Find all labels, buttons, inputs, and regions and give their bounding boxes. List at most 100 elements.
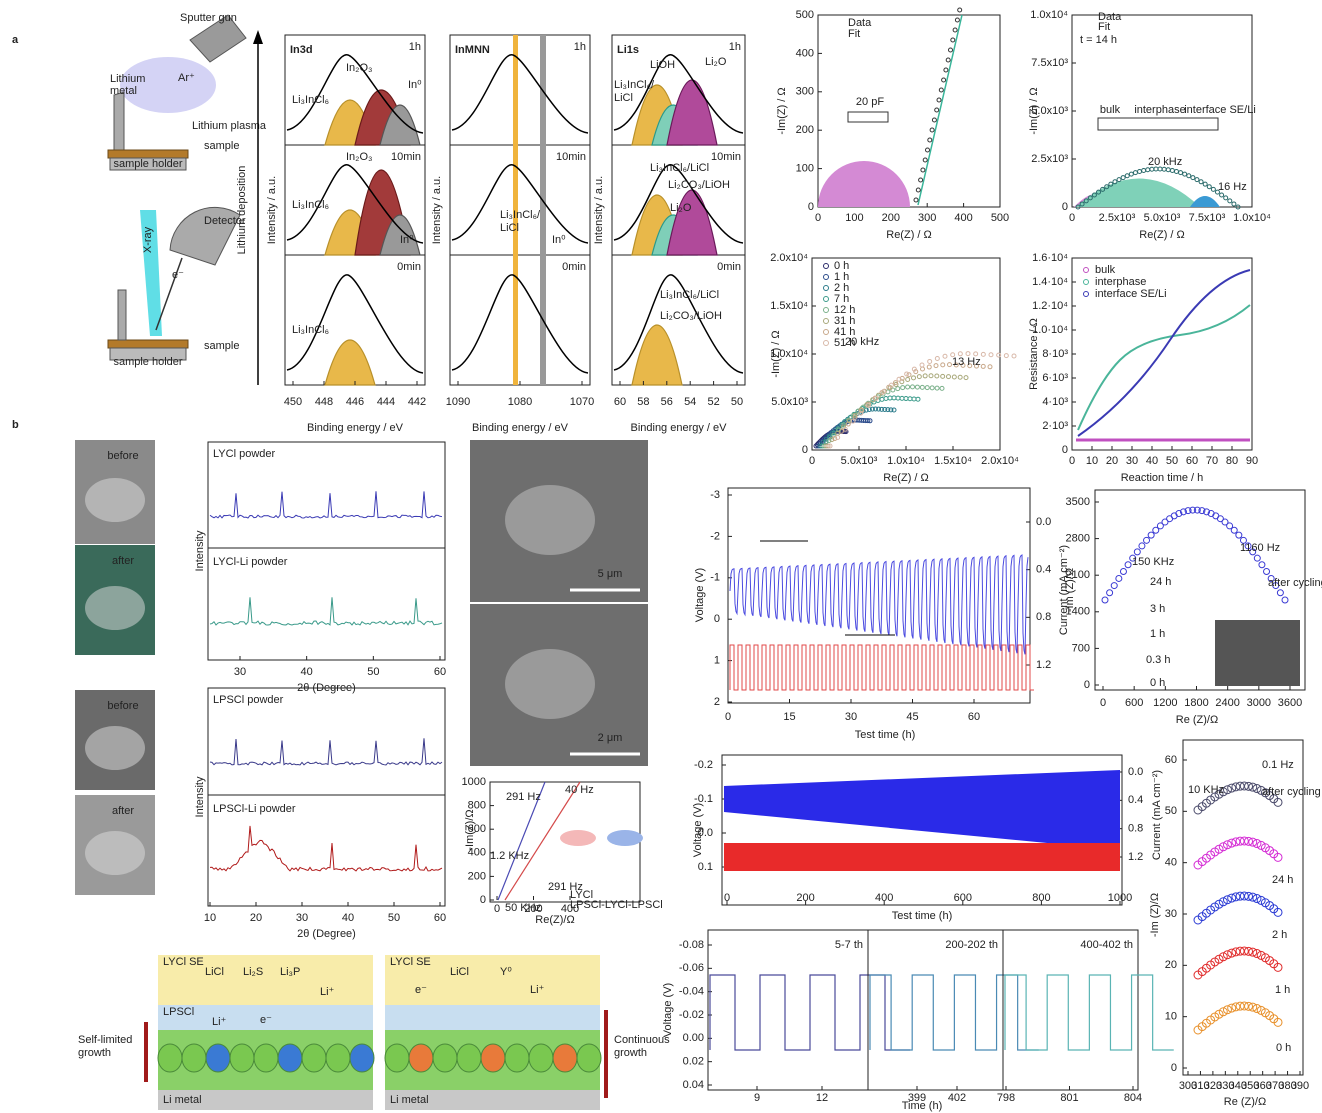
legend-marker bbox=[1084, 280, 1089, 285]
point bbox=[1277, 590, 1283, 596]
y-tick-label: 7.5x10³ bbox=[1031, 57, 1068, 69]
axis-title: 2θ (Degree) bbox=[297, 928, 356, 940]
grain bbox=[577, 1044, 601, 1072]
x-tick-label: 0 bbox=[1069, 212, 1075, 224]
y-tick-label: 2.0x10⁴ bbox=[770, 252, 808, 264]
x-tick-label: 30 bbox=[234, 666, 246, 678]
label: 1 h bbox=[1150, 628, 1165, 640]
y-tick-label: -0.02 bbox=[679, 1009, 704, 1021]
label: Sputter gun bbox=[180, 12, 237, 24]
point bbox=[1199, 180, 1203, 184]
label: 0 h bbox=[1276, 1042, 1291, 1054]
current-band bbox=[724, 843, 1120, 871]
x-tick-label: 0 bbox=[494, 903, 500, 915]
label: Li₃InCl₆ bbox=[292, 199, 329, 211]
point bbox=[935, 357, 939, 361]
x-tick-label: 0 bbox=[809, 455, 815, 467]
y-tick-label: 0.4 bbox=[1128, 794, 1143, 806]
x-tick-label: 40 bbox=[342, 912, 354, 924]
voltage bbox=[1005, 975, 1174, 1050]
pattern bbox=[210, 491, 442, 518]
point bbox=[951, 38, 955, 42]
panel-title: InMNN bbox=[455, 44, 490, 56]
point bbox=[942, 78, 946, 82]
y-tick-label: 6·10³ bbox=[1042, 372, 1068, 384]
x-tick-label: 30 bbox=[1126, 455, 1138, 467]
label: Voltage (V) bbox=[662, 983, 674, 1037]
legend-marker bbox=[824, 264, 829, 269]
x-tick-label: 1070 bbox=[570, 396, 594, 408]
label: 0.3 h bbox=[1146, 654, 1170, 666]
point bbox=[908, 397, 912, 401]
point bbox=[1228, 199, 1232, 203]
x-tick-label: 50 bbox=[731, 396, 743, 408]
y-tick-label: 100 bbox=[796, 163, 814, 175]
x-tick-label: 798 bbox=[997, 1092, 1015, 1104]
holder bbox=[108, 340, 188, 348]
point bbox=[935, 374, 939, 378]
label: Li₂CO₃/LiOH bbox=[668, 179, 730, 191]
label: Current (mA cm⁻²) bbox=[1151, 770, 1163, 860]
x-tick-label: 3600 bbox=[1278, 697, 1302, 709]
point bbox=[923, 374, 927, 378]
x-tick-label: 448 bbox=[315, 396, 333, 408]
point bbox=[930, 386, 934, 390]
x-tick-label: 300 bbox=[918, 212, 936, 224]
y-tick-label: 50 bbox=[1165, 805, 1177, 817]
point bbox=[900, 396, 904, 400]
label: Voltage (V) bbox=[694, 568, 706, 622]
y-tick-label: 0.02 bbox=[683, 1056, 704, 1068]
y-tick-label: 4·10³ bbox=[1042, 396, 1068, 408]
point bbox=[926, 148, 930, 152]
x-tick-label: 442 bbox=[408, 396, 426, 408]
arc bbox=[1190, 196, 1220, 207]
axis-title: Reaction time / h bbox=[1121, 472, 1204, 484]
grain bbox=[433, 1044, 457, 1072]
label: 5 μm bbox=[598, 568, 623, 580]
x-tick-label: 70 bbox=[1206, 455, 1218, 467]
x-tick-label: 20 bbox=[250, 912, 262, 924]
label: growth bbox=[78, 1047, 111, 1059]
label: Li₃InCl₆/LiCl bbox=[650, 162, 709, 174]
label: bulk bbox=[1095, 264, 1116, 276]
x-tick-label: 9 bbox=[754, 1092, 760, 1104]
x-tick-label: 5.0x10³ bbox=[841, 455, 878, 467]
x-tick-label: 1.0x10⁴ bbox=[1233, 212, 1271, 224]
photo bbox=[1215, 620, 1300, 686]
point bbox=[953, 28, 957, 32]
point bbox=[1144, 537, 1150, 543]
x-tick-label: 60 bbox=[434, 666, 446, 678]
voltage bbox=[730, 555, 1028, 654]
label: 20 kHz bbox=[1148, 156, 1182, 168]
label: 50 KHz bbox=[505, 902, 541, 914]
axis-title: Re(Z) / Ω bbox=[886, 229, 932, 241]
legend-marker bbox=[824, 330, 829, 335]
y-tick-label: 5.0x10³ bbox=[771, 396, 808, 408]
label: 20 pF bbox=[856, 96, 884, 108]
panel-label: b bbox=[12, 419, 19, 431]
point bbox=[888, 396, 892, 400]
y-tick-label: -0.08 bbox=[679, 939, 704, 951]
y-tick-label: 30 bbox=[1165, 908, 1177, 920]
point bbox=[934, 364, 938, 368]
y-tick-label: 2.5x10³ bbox=[1031, 153, 1068, 165]
label: after bbox=[112, 555, 134, 567]
x-tick-label: 58 bbox=[637, 396, 649, 408]
label: 5-7 th bbox=[835, 939, 863, 951]
y-tick-label: -1 bbox=[710, 572, 720, 584]
axis-title: Intensity bbox=[194, 776, 206, 817]
y-tick-label: -0.2 bbox=[694, 759, 713, 771]
point bbox=[1231, 527, 1237, 533]
x-tick-label: 10 bbox=[204, 912, 216, 924]
label: LYCl powder bbox=[213, 448, 275, 460]
label: LiCl bbox=[450, 966, 469, 978]
label: Li₃P bbox=[280, 966, 300, 978]
label: interface SE/Li bbox=[1184, 104, 1256, 116]
point bbox=[930, 128, 934, 132]
grain bbox=[385, 1044, 409, 1072]
peak bbox=[667, 80, 717, 145]
point bbox=[884, 397, 888, 401]
point bbox=[941, 363, 945, 367]
label: after cycling bbox=[1268, 577, 1322, 589]
point bbox=[880, 397, 884, 401]
